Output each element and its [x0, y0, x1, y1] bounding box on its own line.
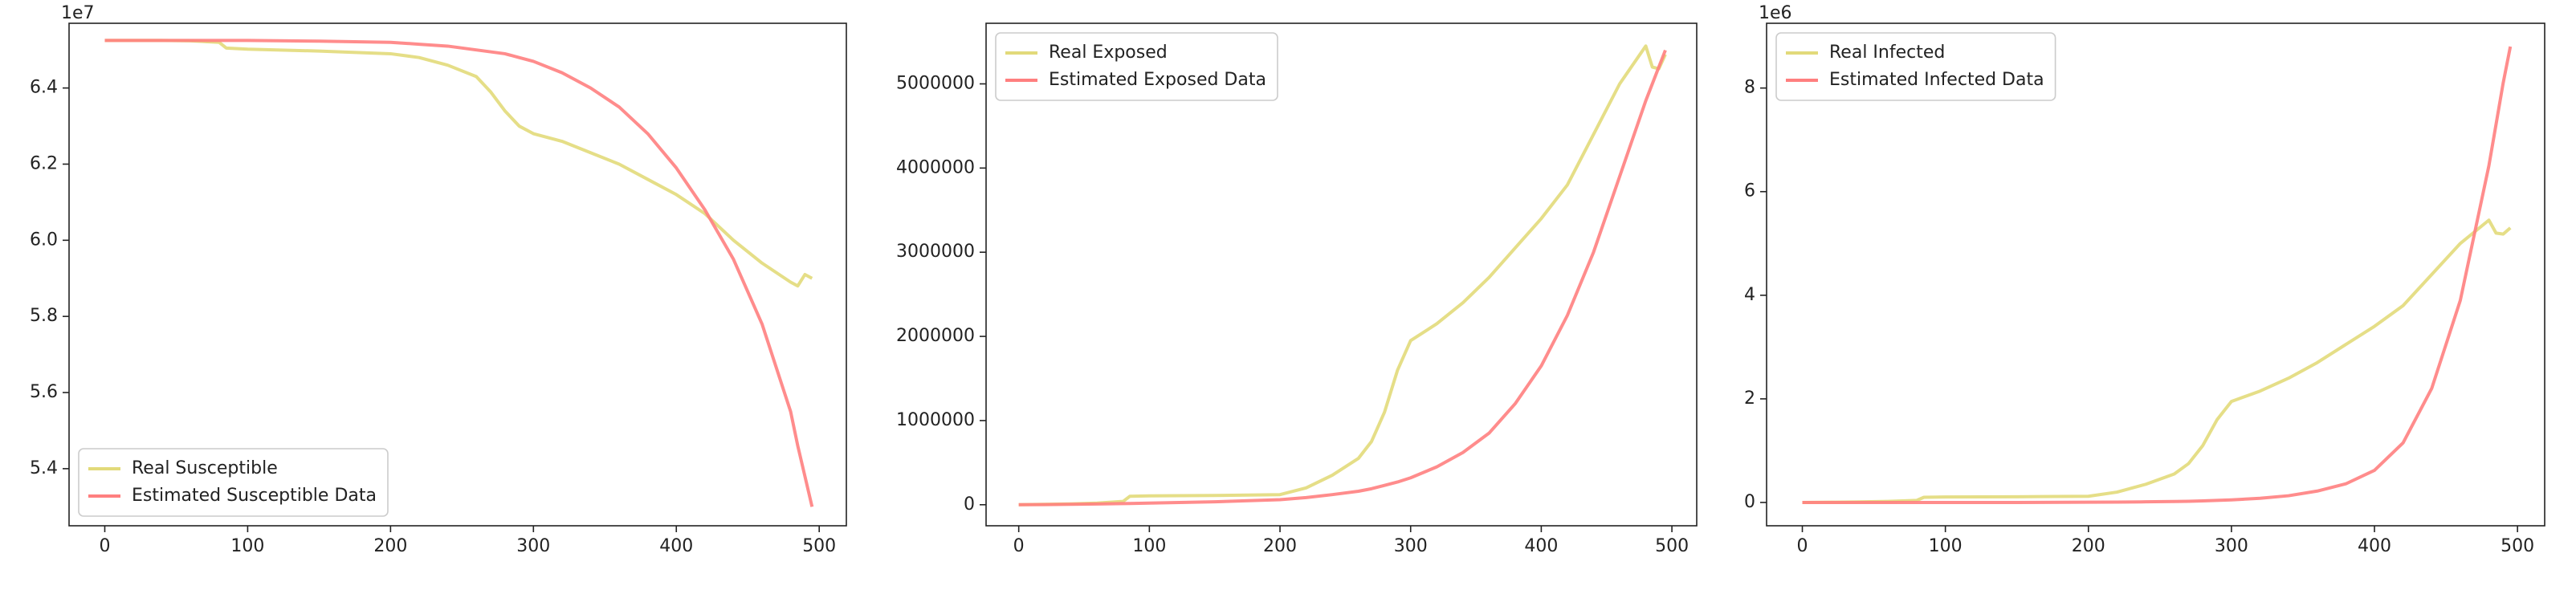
legend-label: Estimated Exposed Data [1049, 70, 1266, 90]
x-tick-label: 400 [659, 536, 693, 556]
y-tick-label: 5000000 [896, 73, 975, 93]
plot-frame [1766, 22, 2545, 527]
x-tick-label: 100 [230, 536, 264, 556]
legend-box [1775, 32, 2056, 101]
data-line [1018, 44, 1667, 507]
x-tick-label: 200 [373, 536, 407, 556]
x-tick-label: 200 [2072, 536, 2105, 556]
chart-panel: 0 100 200 300 400 500 0 2 4 6 8 1e6 Real Infected Est… [1744, 3, 2545, 556]
x-tick-label: 500 [2501, 536, 2534, 556]
x-tick-label: 0 [1013, 536, 1025, 556]
y-offset-label: 1e6 [1759, 3, 1792, 23]
data-line [1802, 218, 2512, 504]
y-tick-label: 2000000 [896, 326, 975, 346]
x-tick-label: 0 [99, 536, 110, 556]
chart-panel: 0 100 200 300 400 500 0 1000000 2000000 3000000 40… [896, 22, 1698, 556]
y-tick-label: 5.6 [30, 382, 58, 402]
y-tick-label: 6.0 [30, 230, 58, 250]
legend-label: Real Susceptible [132, 458, 278, 478]
y-tick-label: 5.8 [30, 306, 58, 326]
legend-label: Estimated Infected Data [1829, 70, 2044, 90]
x-tick-label: 100 [1132, 536, 1166, 556]
y-tick-label: 5.4 [30, 458, 58, 478]
data-line [1802, 46, 2513, 504]
y-tick-label: 8 [1744, 78, 1755, 98]
y-tick-label: 6 [1744, 181, 1755, 201]
y-tick-label: 4 [1744, 285, 1755, 305]
x-tick-label: 100 [1929, 536, 1963, 556]
y-tick-label: 3000000 [896, 242, 975, 262]
chart-panel: 0 100 200 300 400 500 5.4 5.6 5.8 6.0 6.2 6.4 1e7 Rea… [30, 3, 847, 556]
y-tick-label: 6.2 [30, 153, 58, 173]
x-tick-label: 300 [2215, 536, 2248, 556]
x-tick-label: 200 [1263, 536, 1297, 556]
legend-label: Real Exposed [1049, 43, 1168, 63]
x-tick-label: 500 [1655, 536, 1689, 556]
data-line [104, 39, 814, 507]
plot-frame [68, 22, 847, 527]
plot-frame [985, 22, 1698, 527]
legend: Real Exposed Estimated Exposed Data [995, 32, 1278, 101]
y-tick-label: 0 [1744, 492, 1755, 512]
y-tick-label: 0 [964, 494, 975, 515]
legend: Real Susceptible Estimated Susceptible Da… [78, 448, 389, 517]
y-tick-label: 6.4 [30, 78, 58, 98]
x-tick-label: 300 [1394, 536, 1428, 556]
y-offset-label: 1e7 [61, 3, 95, 23]
x-tick-label: 500 [802, 536, 836, 556]
y-tick-label: 4000000 [896, 157, 975, 177]
data-line [1018, 49, 1667, 507]
legend-label: Estimated Susceptible Data [132, 486, 377, 506]
x-tick-label: 400 [1524, 536, 1558, 556]
x-tick-label: 400 [2358, 536, 2391, 556]
y-tick-label: 1000000 [896, 410, 975, 430]
x-tick-label: 0 [1797, 536, 1808, 556]
y-tick-label: 2 [1744, 389, 1755, 409]
x-tick-label: 300 [516, 536, 550, 556]
legend-label: Real Infected [1829, 43, 1945, 63]
legend-box [78, 448, 389, 517]
legend-box [995, 32, 1278, 101]
data-line [104, 39, 813, 288]
legend: Real Infected Estimated Infected Data [1775, 32, 2056, 101]
